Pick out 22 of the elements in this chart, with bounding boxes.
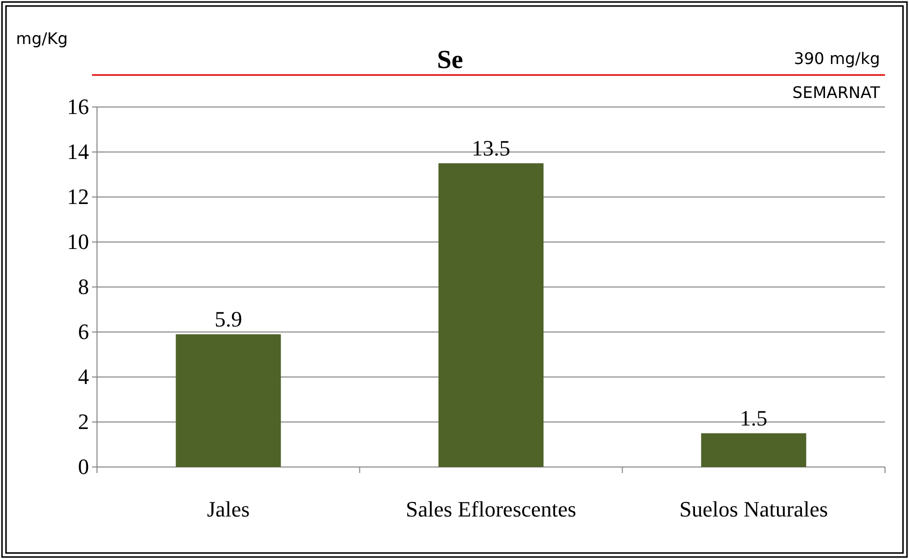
data-label: 13.5 <box>472 135 510 160</box>
x-tick-label: Jales <box>206 496 250 522</box>
x-tick-label: Sales Eflorescentes <box>406 496 576 522</box>
bar <box>176 334 281 467</box>
data-label: 5.9 <box>214 306 242 332</box>
data-label: 1.5 <box>740 405 768 430</box>
chart-title: Se <box>437 45 463 74</box>
y-tick-label: 14 <box>67 139 89 164</box>
y-tick-label: 6 <box>78 319 89 344</box>
bar <box>438 163 544 467</box>
y-tick-label: 0 <box>78 454 89 480</box>
text: 390 mg/kg <box>794 49 880 68</box>
y-tick-label: 12 <box>67 184 89 210</box>
bar <box>701 433 806 467</box>
y-tick-label: 2 <box>78 409 89 434</box>
y-tick-label: 16 <box>67 94 89 120</box>
y-axis-title: mg/Kg <box>16 29 68 48</box>
y-tick-label: 4 <box>78 364 89 390</box>
y-tick-label: 8 <box>78 274 89 300</box>
text: SEMARNAT <box>792 83 880 102</box>
y-tick-label: 10 <box>67 229 89 254</box>
x-tick-label: Suelos Naturales <box>679 496 828 522</box>
